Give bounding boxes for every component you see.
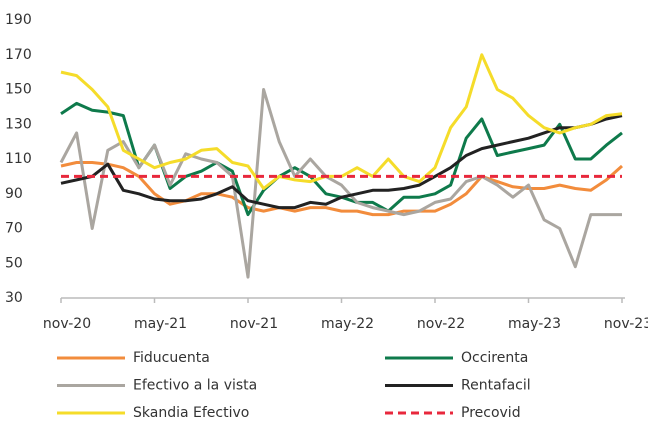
x-tick-label: nov-22 — [417, 316, 465, 332]
x-tick-label: nov-21 — [230, 316, 278, 332]
legend-label: Fiducuenta — [133, 350, 210, 366]
x-tick-label: may-22 — [321, 316, 374, 332]
y-tick-label: 30 — [5, 290, 23, 306]
x-tick-label: may-21 — [134, 316, 187, 332]
legend-label: Skandia Efectivo — [133, 405, 249, 421]
y-tick-label: 150 — [5, 82, 32, 98]
series-line — [59, 88, 622, 279]
x-tick-label: may-23 — [508, 316, 561, 332]
legend-label: Precovid — [461, 405, 521, 421]
legend-label: Occirenta — [461, 350, 528, 366]
x-tick-label: nov-20 — [43, 316, 91, 332]
y-tick-label: 90 — [5, 186, 23, 202]
legend-label: Rentafacil — [461, 378, 531, 394]
y-tick-label: 50 — [5, 255, 23, 271]
legend-label: Efectivo a la vista — [133, 378, 257, 394]
y-tick-label: 130 — [5, 116, 32, 132]
y-tick-label: 190 — [5, 12, 32, 28]
y-tick-label: 70 — [5, 221, 23, 237]
series-line — [60, 114, 623, 210]
x-tick-label: nov-23 — [604, 316, 648, 332]
y-tick-label: 170 — [5, 47, 32, 63]
y-tick-label: 110 — [5, 151, 32, 167]
series-line — [60, 53, 623, 190]
